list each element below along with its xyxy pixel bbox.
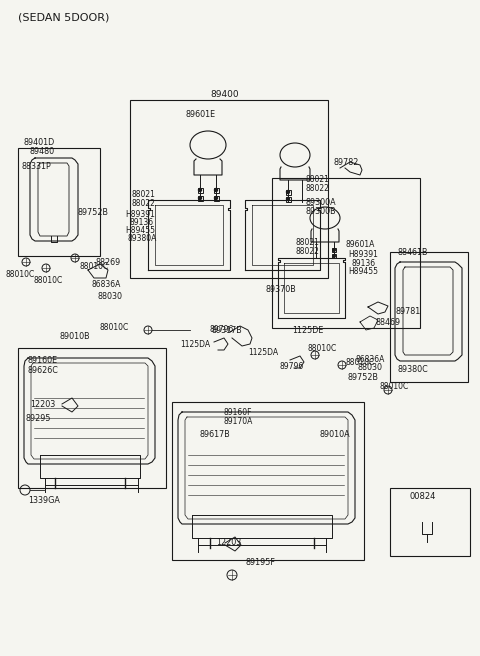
Bar [272, 178, 420, 328]
Text: 1125DE: 1125DE [292, 326, 324, 335]
Text: 89781: 89781 [395, 307, 420, 316]
Text: 88030: 88030 [358, 363, 383, 372]
Text: 89796: 89796 [280, 362, 304, 371]
Text: H89391: H89391 [348, 250, 378, 259]
Text: 88030: 88030 [98, 292, 123, 301]
Text: 89601E: 89601E [185, 110, 215, 119]
Text: H89455: H89455 [125, 226, 155, 235]
Bar [130, 100, 328, 278]
Text: 88010C: 88010C [380, 382, 409, 391]
Bar [286, 197, 290, 201]
Text: 89480: 89480 [30, 147, 55, 156]
Text: 88021: 88021 [295, 238, 319, 247]
Text: 88021: 88021 [132, 190, 156, 199]
Bar [286, 190, 290, 194]
Text: 89380A: 89380A [128, 234, 157, 243]
Text: 89782: 89782 [333, 158, 359, 167]
Bar [214, 195, 218, 201]
Bar [390, 488, 470, 556]
Text: 1125DA: 1125DA [180, 340, 210, 349]
Text: 86836A: 86836A [92, 280, 121, 289]
Circle shape [215, 197, 217, 199]
Text: 89136: 89136 [352, 259, 376, 268]
Text: 1339GA: 1339GA [28, 496, 60, 505]
Text: 89136: 89136 [130, 218, 154, 227]
Bar [214, 188, 218, 192]
Text: 88010C: 88010C [5, 270, 34, 279]
Circle shape [333, 255, 336, 257]
Circle shape [287, 190, 289, 194]
Text: 00824: 00824 [410, 492, 436, 501]
Text: 86836A: 86836A [355, 355, 384, 364]
Text: 88331P: 88331P [22, 162, 52, 171]
Bar [197, 188, 203, 192]
Text: 89400: 89400 [210, 90, 239, 99]
Circle shape [333, 249, 336, 251]
Text: 89380C: 89380C [398, 365, 429, 374]
Text: 88010C: 88010C [346, 358, 375, 367]
Text: H89391: H89391 [125, 210, 155, 219]
Text: 89752B: 89752B [78, 208, 109, 217]
Text: 1125DA: 1125DA [248, 348, 278, 357]
Bar [197, 195, 203, 201]
Text: 88022: 88022 [295, 247, 319, 256]
Bar [18, 348, 166, 488]
Text: 88461B: 88461B [398, 248, 429, 257]
Text: 89295: 89295 [25, 414, 50, 423]
Text: 89752B: 89752B [348, 373, 379, 382]
Text: 89626C: 89626C [28, 366, 59, 375]
Text: H89455: H89455 [348, 267, 378, 276]
Text: 88010C: 88010C [80, 262, 109, 271]
Text: 88021: 88021 [305, 175, 329, 184]
Text: 89317B: 89317B [212, 326, 243, 335]
Circle shape [199, 188, 202, 192]
Text: 89160F: 89160F [224, 408, 252, 417]
Text: 89170A: 89170A [224, 417, 253, 426]
Text: 88010C: 88010C [308, 344, 337, 353]
Circle shape [287, 197, 289, 201]
Text: 88022: 88022 [305, 184, 329, 193]
Text: 89010B: 89010B [60, 332, 91, 341]
Text: (SEDAN 5DOOR): (SEDAN 5DOOR) [18, 12, 109, 22]
Text: 88469: 88469 [375, 318, 400, 327]
Text: 88010C: 88010C [33, 276, 62, 285]
Circle shape [215, 188, 217, 192]
Text: 89010A: 89010A [320, 430, 350, 439]
Text: 89601A: 89601A [346, 240, 375, 249]
Text: 89617B: 89617B [200, 430, 231, 439]
Bar [390, 252, 468, 382]
Text: 89195F: 89195F [245, 558, 275, 567]
Text: 89401D: 89401D [24, 138, 55, 147]
Text: 89160E: 89160E [28, 356, 58, 365]
Text: 12203: 12203 [30, 400, 55, 409]
Text: 88269: 88269 [95, 258, 120, 267]
Text: 88010C: 88010C [100, 323, 129, 332]
Bar [332, 248, 336, 252]
Circle shape [199, 197, 202, 199]
Text: 88022: 88022 [132, 199, 156, 208]
Text: 89370B: 89370B [265, 285, 296, 294]
Bar [332, 254, 336, 258]
Text: 89300B: 89300B [305, 207, 336, 216]
Bar [172, 402, 364, 560]
Text: 12203: 12203 [216, 538, 241, 547]
Text: 89796: 89796 [210, 325, 234, 334]
Text: 89300A: 89300A [305, 198, 336, 207]
Bar [18, 148, 100, 256]
